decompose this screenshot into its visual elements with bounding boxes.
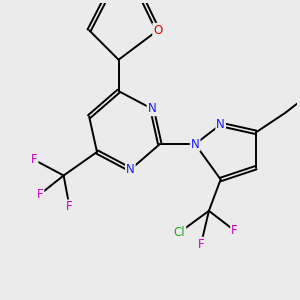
Text: Cl: Cl xyxy=(174,226,185,239)
Text: O: O xyxy=(153,24,163,37)
Text: F: F xyxy=(66,200,73,213)
Text: N: N xyxy=(126,163,135,176)
Text: F: F xyxy=(31,153,38,166)
Text: N: N xyxy=(191,138,200,151)
Text: F: F xyxy=(231,224,238,237)
Text: N: N xyxy=(148,102,156,115)
Text: F: F xyxy=(198,238,204,251)
Text: F: F xyxy=(37,188,44,201)
Text: N: N xyxy=(216,118,225,131)
